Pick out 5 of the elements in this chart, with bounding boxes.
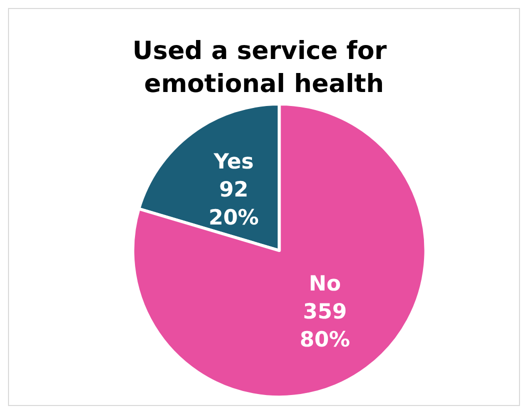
slice-label: Yes xyxy=(212,149,254,174)
data-label: 359 80% xyxy=(300,300,350,352)
chart-title: Used a service for emotional health xyxy=(132,36,396,98)
slice-label: No xyxy=(308,272,341,296)
data-label: 92 20% xyxy=(208,177,259,230)
